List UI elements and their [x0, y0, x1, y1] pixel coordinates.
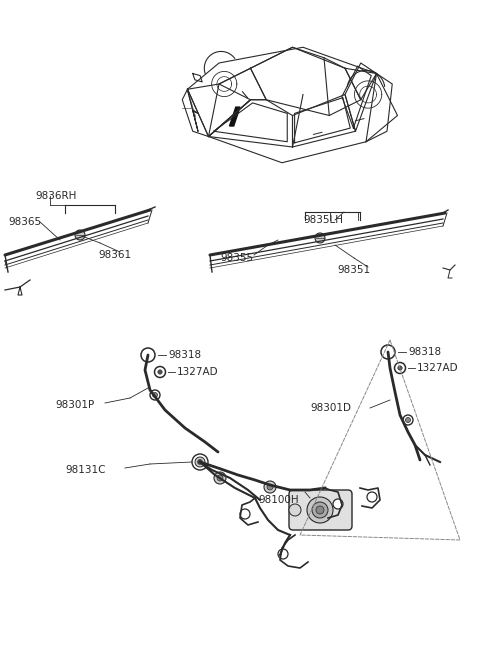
Circle shape: [312, 502, 328, 518]
Circle shape: [278, 549, 288, 559]
Circle shape: [307, 497, 333, 523]
Circle shape: [150, 390, 160, 400]
Circle shape: [240, 509, 250, 519]
Circle shape: [315, 233, 325, 243]
Circle shape: [367, 492, 377, 502]
Circle shape: [197, 459, 203, 464]
Circle shape: [155, 366, 166, 377]
Text: 9836RH: 9836RH: [35, 191, 76, 201]
Circle shape: [217, 475, 223, 481]
Text: 98361: 98361: [98, 250, 131, 260]
Text: 98301D: 98301D: [310, 403, 351, 413]
Circle shape: [141, 348, 155, 362]
Circle shape: [381, 345, 395, 359]
Circle shape: [75, 230, 85, 240]
Circle shape: [316, 506, 324, 514]
Circle shape: [395, 362, 406, 373]
Text: 1327AD: 1327AD: [177, 367, 218, 377]
Circle shape: [158, 370, 162, 374]
FancyBboxPatch shape: [289, 490, 352, 530]
Circle shape: [153, 393, 157, 397]
Text: 98301P: 98301P: [55, 400, 94, 410]
Circle shape: [214, 472, 226, 484]
Text: 98351: 98351: [337, 265, 370, 275]
Circle shape: [267, 484, 273, 490]
Circle shape: [264, 481, 276, 493]
Text: 98355: 98355: [220, 253, 253, 263]
Text: 98318: 98318: [168, 350, 201, 360]
Circle shape: [398, 366, 402, 370]
Text: 98131C: 98131C: [65, 465, 106, 475]
Circle shape: [333, 499, 343, 509]
Circle shape: [289, 504, 301, 516]
Circle shape: [403, 415, 413, 425]
Circle shape: [406, 417, 410, 422]
Text: 98318: 98318: [408, 347, 441, 357]
Circle shape: [195, 457, 205, 467]
Circle shape: [192, 454, 208, 470]
Polygon shape: [229, 107, 240, 126]
Text: 98365: 98365: [8, 217, 41, 227]
Text: 1327AD: 1327AD: [417, 363, 458, 373]
Text: 98100H: 98100H: [258, 495, 299, 505]
Text: 9835LH: 9835LH: [303, 215, 343, 225]
